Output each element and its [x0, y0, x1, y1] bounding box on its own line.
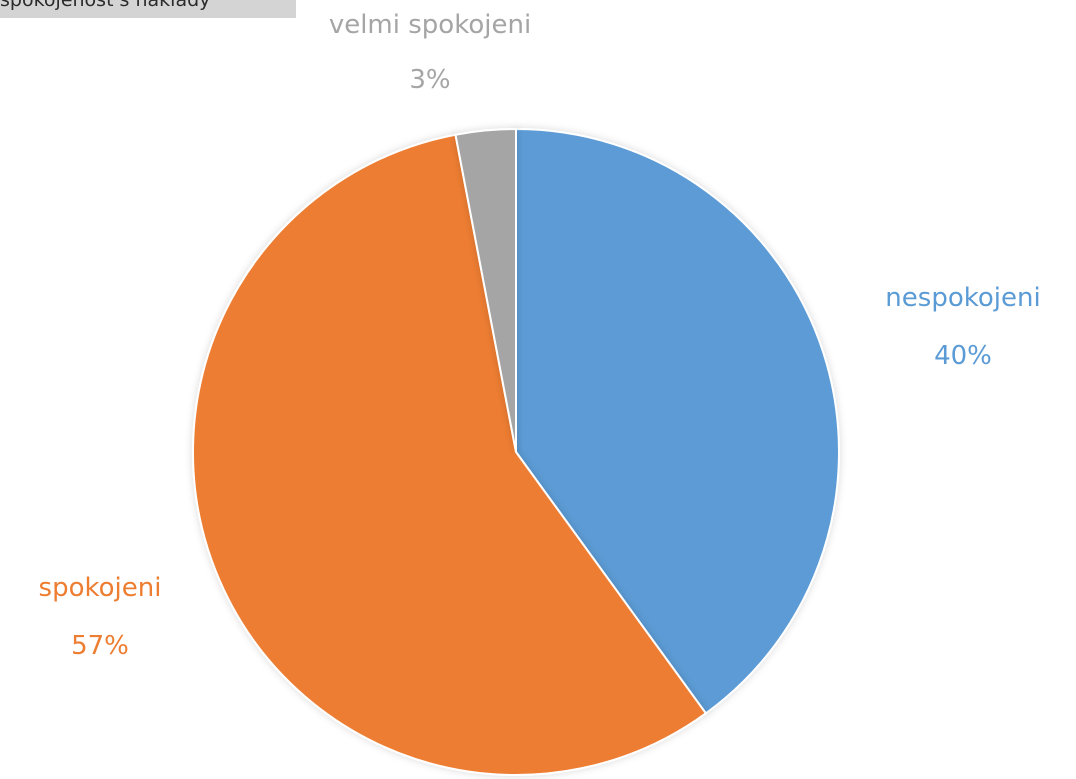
pie-slice-velmi-spokojeni [454, 127, 517, 453]
slice-percent-spokojeni: 57% [71, 631, 129, 661]
pie-slices [191, 127, 840, 776]
slice-label-velmi-spokojeni: velmi spokojeni [329, 10, 531, 40]
slice-label-spokojeni: spokojeni [39, 573, 162, 603]
slice-percent-nespokojeni: 40% [934, 341, 992, 371]
pie-labels: nespokojeni 40% spokojeni 57% velmi spokojen… [39, 10, 1041, 661]
chart-title-text: spokojenost s náklady [0, 0, 211, 11]
slice-percent-velmi-spokojeni: 3% [409, 65, 450, 95]
pie-slice-spokojeni [191, 133, 708, 776]
pie-slice-nespokojeni [515, 127, 840, 715]
slice-label-nespokojeni: nespokojeni [885, 283, 1040, 313]
chart-title: spokojenost s náklady [0, 0, 296, 18]
